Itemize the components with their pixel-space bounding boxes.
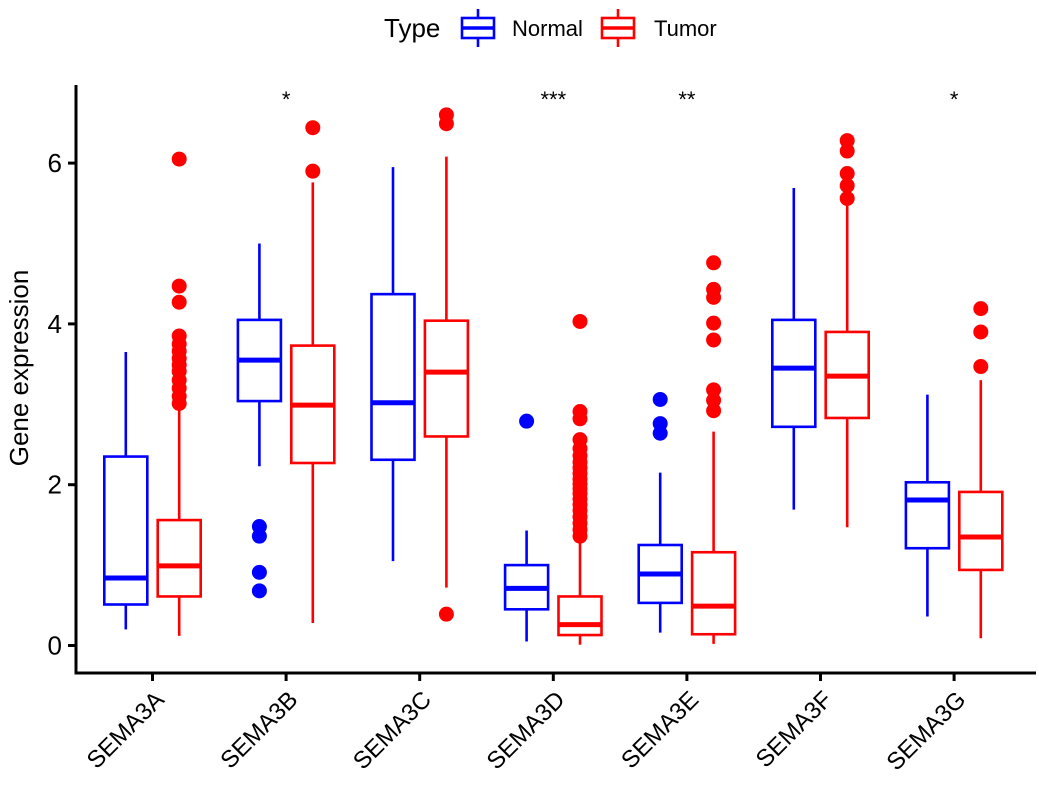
y-tick-label: 4 — [48, 309, 62, 339]
box-sema3e-normal-outlier-point — [652, 391, 668, 407]
x-tick-label-sema3f: SEMA3F — [751, 686, 838, 773]
x-tick-label-sema3d: SEMA3D — [482, 686, 571, 775]
significance-marker-sema3e: ** — [678, 87, 696, 112]
legend-label-tumor: Tumor — [654, 16, 717, 41]
box-sema3a-tumor — [156, 518, 202, 598]
y-tick-label: 6 — [48, 148, 62, 178]
box-sema3a-tumor-outlier-point — [171, 294, 187, 310]
box-sema3b-normal-outlier-point — [251, 583, 267, 599]
box-sema3a-normal — [103, 455, 149, 606]
legend-key-tumor — [600, 9, 636, 47]
box-sema3a-tumor-outlier-point — [171, 278, 187, 294]
x-tick-label-sema3g: SEMA3G — [882, 686, 972, 776]
box-sema3e-tumor-outlier-point — [706, 255, 722, 271]
legend-title: Type — [384, 13, 440, 43]
box-sema3e-normal-outlier-point — [652, 425, 668, 441]
box-sema3g-normal — [904, 480, 951, 550]
box-sema3b-normal-outlier-point — [251, 528, 267, 544]
box-sema3f-tumor-outlier-point — [839, 178, 855, 194]
box-sema3f-tumor-outlier-point — [839, 166, 855, 182]
box-sema3e-tumor-outlier-point — [706, 332, 722, 348]
box-sema3e-tumor-outlier-point — [706, 403, 722, 419]
box-sema3a-tumor-outlier-point — [171, 395, 187, 411]
box-sema3g-tumor-outlier-point — [973, 301, 989, 317]
box-sema3b-tumor-outlier-point — [305, 163, 321, 179]
significance-marker-sema3d: *** — [540, 87, 566, 112]
box-sema3e-tumor — [690, 550, 737, 636]
x-tick-label-sema3b: SEMA3B — [215, 686, 303, 774]
box-sema3f-tumor-outlier-point — [839, 190, 855, 206]
box-sema3g-tumor-outlier-point — [973, 359, 989, 375]
box-sema3g-tumor — [957, 490, 1004, 572]
legend-label-normal: Normal — [512, 16, 583, 41]
box-sema3a-tumor-outlier-point — [171, 151, 187, 167]
box-sema3b-normal-outlier-point — [251, 564, 267, 580]
box-sema3d-tumor — [557, 595, 603, 637]
x-tick-label-sema3e: SEMA3E — [616, 686, 704, 774]
box-sema3e-tumor-outlier-point — [706, 315, 722, 331]
box-sema3c-tumor-outlier-point — [438, 606, 454, 622]
box-sema3d-normal-outlier-point — [519, 413, 535, 429]
box-sema3c-tumor-outlier-point — [438, 116, 454, 132]
box-sema3f-normal — [770, 318, 817, 429]
box-sema3b-tumor-outlier-point — [305, 120, 321, 136]
y-tick-label: 2 — [48, 470, 62, 500]
significance-marker-sema3b: * — [282, 87, 291, 112]
box-sema3e-tumor-outlier-point — [706, 289, 722, 305]
box-sema3d-tumor-outlier-point — [572, 411, 588, 427]
box-sema3f-tumor-outlier-point — [839, 143, 855, 159]
y-axis-title: Gene expression — [4, 270, 34, 467]
box-sema3f-tumor-outlier-point — [839, 133, 855, 149]
significance-marker-sema3g: * — [950, 87, 959, 112]
box-sema3g-tumor-outlier-point — [973, 324, 989, 340]
x-tick-label-sema3c: SEMA3C — [348, 686, 437, 775]
box-sema3e-tumor-outlier-point — [706, 392, 722, 408]
box-sema3c-normal — [370, 292, 416, 462]
box-sema3c-tumor — [423, 319, 470, 438]
y-tick-label: 0 — [48, 631, 62, 661]
box-sema3d-tumor-outlier-point — [572, 313, 588, 329]
x-tick-label-sema3a: SEMA3A — [82, 686, 170, 774]
box-sema3d-tumor-outlier-point — [572, 528, 588, 544]
box-sema3e-tumor-outlier-point — [706, 382, 722, 398]
legend-key-normal — [460, 9, 496, 47]
